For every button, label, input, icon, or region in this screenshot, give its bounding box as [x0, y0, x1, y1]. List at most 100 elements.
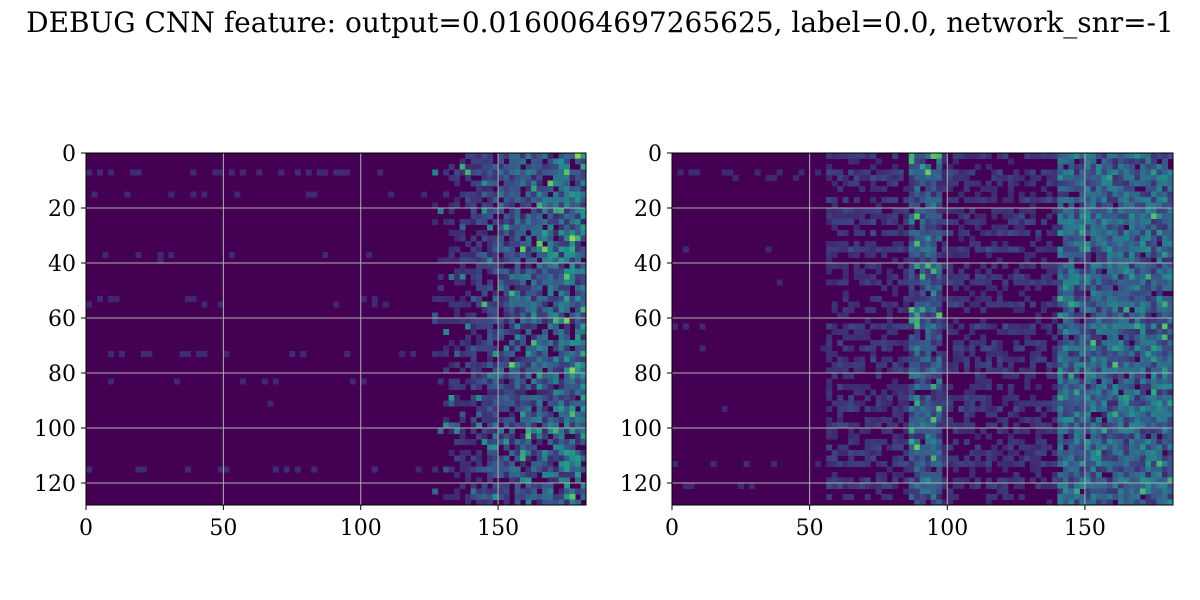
- heatmap-cell: [542, 422, 549, 429]
- heatmap-cell: [919, 274, 926, 280]
- heatmap-cell: [683, 323, 690, 330]
- heatmap-cell: [1167, 340, 1174, 346]
- heatmap-cell: [930, 186, 937, 192]
- heatmap-cell: [492, 450, 499, 456]
- heatmap-cell: [837, 241, 844, 247]
- heatmap-cell: [536, 186, 543, 192]
- heatmap-cell: [952, 169, 959, 176]
- heatmap-cell: [881, 301, 888, 308]
- heatmap-cell: [875, 158, 882, 165]
- heatmap-cell: [991, 351, 998, 357]
- heatmap-cell: [520, 175, 527, 181]
- heatmap-cell: [1002, 323, 1009, 330]
- heatmap-cell: [1035, 351, 1042, 357]
- heatmap-cell: [1101, 400, 1108, 407]
- heatmap-cell: [1145, 323, 1152, 330]
- heatmap-cell: [1090, 164, 1097, 170]
- heatmap-cell: [941, 389, 948, 396]
- heatmap-cell: [470, 268, 477, 275]
- heatmap-cell: [969, 340, 976, 346]
- heatmap-cell: [481, 290, 488, 297]
- heatmap-cell: [1068, 406, 1075, 412]
- heatmap-cell: [919, 180, 926, 187]
- heatmap-cell: [1095, 483, 1102, 489]
- heatmap-cell: [1161, 191, 1168, 198]
- heatmap-cell: [1002, 455, 1009, 462]
- heatmap-cell: [558, 290, 565, 297]
- heatmap-cell: [1161, 417, 1168, 423]
- heatmap-cell: [503, 169, 510, 176]
- heatmap-cell: [531, 268, 538, 275]
- heatmap-cell: [930, 488, 937, 495]
- heatmap-cell: [930, 356, 937, 363]
- heatmap-cell: [553, 417, 560, 423]
- heatmap-cell: [925, 213, 932, 220]
- heatmap-cell: [826, 378, 833, 385]
- heatmap-cell: [974, 433, 981, 440]
- heatmap-cell: [1128, 439, 1135, 445]
- heatmap-cell: [531, 180, 538, 187]
- heatmap-cell: [1002, 494, 1009, 500]
- heatmap-cell: [580, 488, 587, 495]
- heatmap-cell: [1106, 494, 1113, 500]
- heatmap-cell: [875, 472, 882, 478]
- heatmap-cell: [509, 461, 516, 467]
- heatmap-cell: [908, 235, 915, 242]
- heatmap-cell: [930, 246, 937, 253]
- heatmap-cell: [864, 307, 871, 313]
- heatmap-cell: [930, 439, 937, 445]
- heatmap-cell: [1073, 257, 1080, 264]
- heatmap-cell: [936, 252, 943, 258]
- heatmap-cell: [969, 483, 976, 489]
- heatmap-cell: [864, 477, 871, 484]
- heatmap-cell: [465, 494, 472, 500]
- heatmap-cell: [1145, 312, 1152, 319]
- heatmap-cell: [1095, 235, 1102, 242]
- heatmap-cell: [837, 219, 844, 225]
- heatmap-cell: [1139, 329, 1146, 335]
- heatmap-cell: [903, 422, 910, 429]
- heatmap-cell: [569, 499, 576, 506]
- heatmap-cell: [969, 235, 976, 242]
- heatmap-cell: [498, 384, 505, 390]
- heatmap-cell: [1123, 164, 1130, 170]
- heatmap-cell: [1035, 279, 1042, 286]
- heatmap-cell: [525, 290, 532, 297]
- heatmap-cell: [1073, 483, 1080, 489]
- heatmap-cell: [1029, 450, 1036, 456]
- heatmap-cell: [1062, 384, 1069, 390]
- heatmap-cell: [1123, 411, 1130, 418]
- heatmap-cell: [498, 433, 505, 440]
- heatmap-cell: [1007, 208, 1014, 214]
- heatmap-cell: [531, 169, 538, 176]
- heatmap-cell: [980, 318, 987, 324]
- heatmap-cell: [360, 296, 367, 302]
- heatmap-cell: [1123, 191, 1130, 198]
- heatmap-cell: [558, 158, 565, 165]
- heatmap-cell: [1101, 219, 1108, 225]
- heatmap-cell: [1145, 422, 1152, 429]
- heatmap-cell: [1145, 455, 1152, 462]
- heatmap-cell: [542, 274, 549, 280]
- heatmap-cell: [1057, 499, 1064, 506]
- heatmap-cell: [1002, 367, 1009, 374]
- heatmap-cell: [547, 395, 554, 401]
- heatmap-cell: [1145, 411, 1152, 418]
- heatmap-cell: [487, 472, 494, 478]
- heatmap-cell: [1161, 169, 1168, 176]
- heatmap-cell: [1095, 290, 1102, 297]
- heatmap-cell: [514, 213, 521, 220]
- heatmap-cell: [1062, 472, 1069, 478]
- heatmap-cell: [1106, 180, 1113, 187]
- heatmap-cell: [914, 169, 921, 176]
- heatmap-cell: [914, 351, 921, 357]
- heatmap-cell: [564, 417, 571, 423]
- heatmap-cell: [1095, 312, 1102, 319]
- heatmap-cell: [831, 202, 838, 209]
- heatmap-cell: [837, 153, 844, 159]
- heatmap-cell: [991, 224, 998, 231]
- heatmap-cell: [1123, 169, 1130, 176]
- heatmap-cell: [1112, 318, 1119, 324]
- heatmap-cell: [1057, 417, 1064, 423]
- heatmap-cell: [575, 488, 581, 495]
